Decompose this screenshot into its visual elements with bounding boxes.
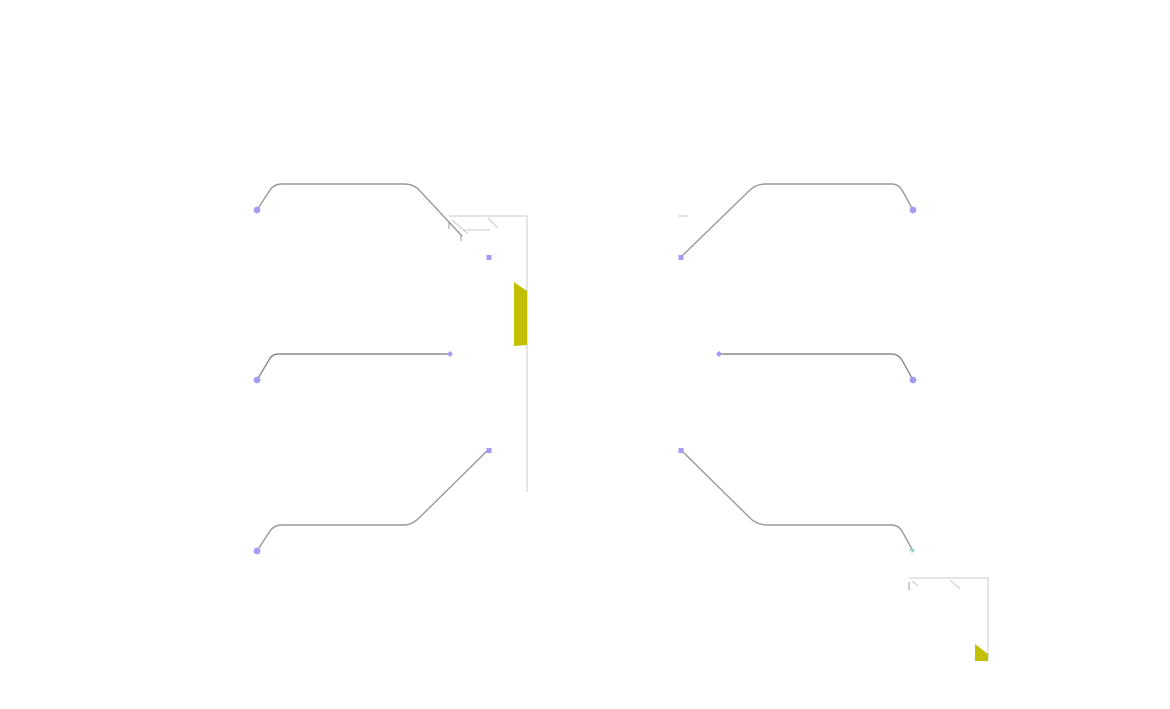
port-round-left-bottom[interactable] [253, 547, 261, 555]
connector-right-bottom[interactable] [680, 449, 914, 552]
central-frame [448, 215, 528, 492]
connector-right-top[interactable] [680, 183, 914, 258]
connector-right-middle[interactable] [718, 353, 914, 381]
port-square-left-bottom[interactable] [486, 448, 492, 453]
port-square-left-top[interactable] [486, 255, 492, 260]
connectors-left [256, 183, 489, 552]
port-square-right-top[interactable] [678, 255, 684, 260]
central-frame-tick-4 [487, 217, 499, 229]
connector-left-bottom[interactable] [256, 449, 489, 552]
small-mark [909, 547, 915, 553]
port-diamond-right-middle[interactable] [716, 351, 722, 357]
ports [253, 206, 917, 555]
corner-frame [908, 577, 989, 661]
corner-accent-shape [975, 644, 988, 661]
connector-left-middle[interactable] [256, 353, 451, 381]
corner-frame-tick-2 [911, 580, 919, 587]
central-accent-shape [514, 282, 527, 346]
port-round-right-middle[interactable] [909, 376, 917, 384]
port-diamond-left-middle[interactable] [447, 351, 453, 357]
connector-left-top[interactable] [256, 183, 463, 237]
port-square-right-bottom[interactable] [678, 448, 684, 453]
corner-frame-tick-3 [949, 579, 961, 590]
connectors-right [680, 183, 914, 552]
port-round-left-middle[interactable] [253, 376, 261, 384]
port-round-right-top[interactable] [909, 206, 917, 214]
port-round-left-top[interactable] [253, 206, 261, 214]
central-frame-tick-2 [451, 219, 469, 235]
